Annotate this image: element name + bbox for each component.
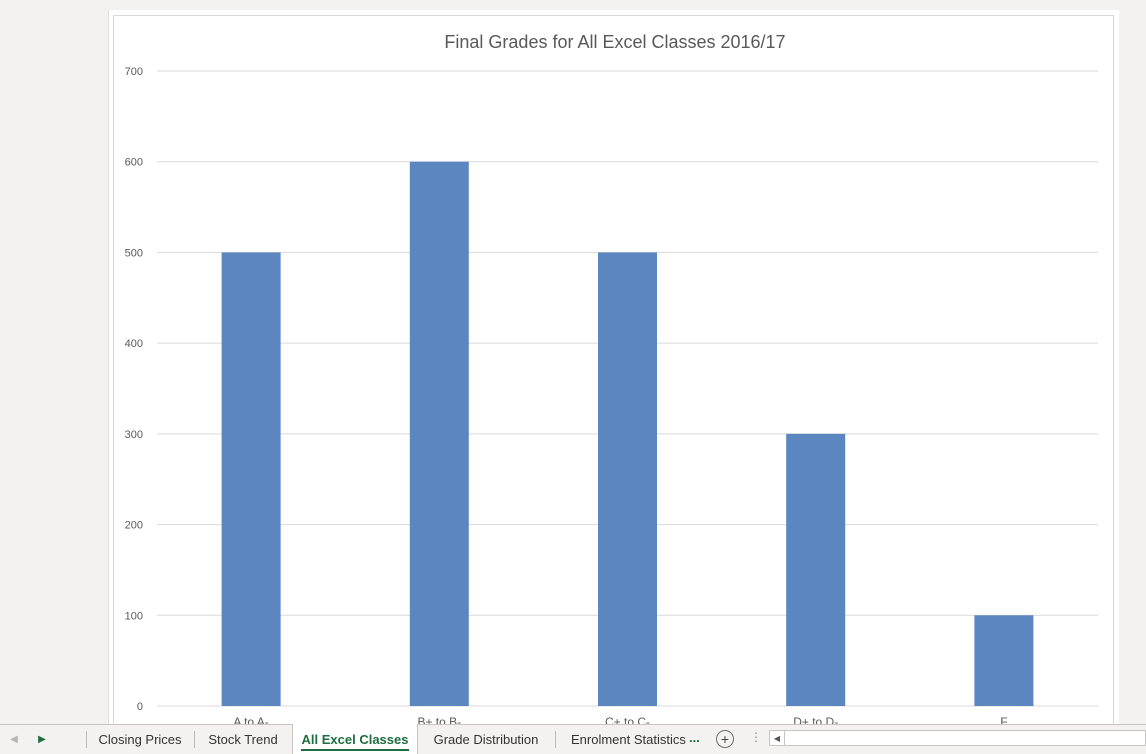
- more-sheets-ellipsis[interactable]: ...: [689, 730, 700, 745]
- horizontal-scrollbar[interactable]: ◀: [769, 730, 1146, 746]
- y-tick-label: 0: [137, 701, 143, 713]
- y-tick-label: 400: [125, 338, 143, 350]
- bar-1[interactable]: [221, 252, 281, 706]
- x-category-label: F: [1000, 715, 1007, 729]
- y-tick-label: 600: [125, 157, 143, 169]
- tab-grade-distribution[interactable]: Grade Distribution: [433, 731, 539, 747]
- previous-sheet-arrow-icon[interactable]: ◀: [10, 733, 18, 745]
- sheet-tab-bar: ◀ ▶ Closing Prices Stock Trend All Excel…: [0, 724, 1146, 754]
- next-sheet-arrow-icon[interactable]: ▶: [38, 733, 46, 745]
- y-tick-label: 300: [125, 429, 143, 441]
- bar-5[interactable]: [974, 615, 1034, 706]
- bar-2[interactable]: [409, 161, 469, 706]
- y-tick-label: 700: [125, 66, 143, 78]
- y-tick-label: 200: [125, 520, 143, 532]
- tab-enrolment-statistics[interactable]: Enrolment Statistics: [571, 731, 686, 747]
- tab-divider: [194, 731, 195, 748]
- tab-closing-prices[interactable]: Closing Prices: [98, 731, 182, 747]
- y-tick-label: 100: [125, 610, 143, 622]
- scroll-left-arrow-icon[interactable]: ◀: [770, 731, 785, 745]
- bar-4[interactable]: [786, 433, 846, 706]
- tab-divider: [555, 731, 556, 748]
- tab-divider: [86, 731, 87, 748]
- bar-3[interactable]: [598, 252, 657, 706]
- add-sheet-plus-icon[interactable]: +: [716, 730, 734, 748]
- bar-chart[interactable]: Final Grades for All Excel Classes 2016/…: [114, 16, 1113, 734]
- tab-split-handle-icon[interactable]: ⋮: [750, 730, 762, 744]
- bars[interactable]: [221, 161, 1034, 706]
- chart-area[interactable]: Final Grades for All Excel Classes 2016/…: [113, 15, 1114, 735]
- tab-stock-trend[interactable]: Stock Trend: [208, 731, 278, 747]
- chart-title[interactable]: Final Grades for All Excel Classes 2016/…: [444, 32, 785, 52]
- y-axis-tick-labels: 0 100 200 300 400 500 600 700: [125, 66, 143, 713]
- tab-all-excel-classes[interactable]: All Excel Classes: [292, 724, 418, 754]
- y-tick-label: 500: [125, 247, 143, 259]
